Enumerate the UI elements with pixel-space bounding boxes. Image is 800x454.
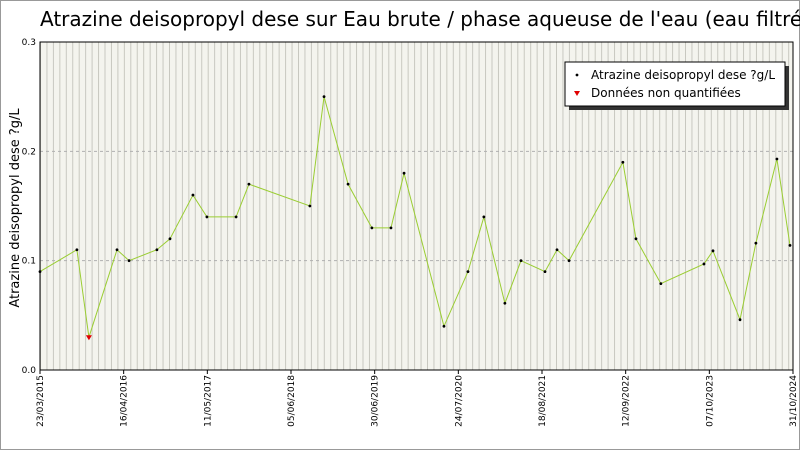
point [543,270,547,273]
x-tick-label: 05/06/2018 [287,375,297,427]
y-axis-label: Atrazine deisopropyl dese ?g/L [8,108,23,308]
x-tick-label: 30/06/2019 [371,375,381,427]
x-tick-label: 18/08/2021 [538,375,548,427]
point [308,204,312,208]
point [634,237,638,241]
point [738,318,742,322]
point [711,249,715,253]
point [115,248,119,252]
point [503,301,507,305]
point [205,215,209,219]
point [466,270,470,273]
point [482,215,486,219]
legend-marker [575,73,579,77]
point [75,248,79,252]
point [754,241,758,245]
x-tick-label: 16/04/2016 [120,375,130,427]
x-tick-label: 23/03/2015 [36,375,46,427]
y-tick-label: 0.1 [22,257,36,267]
point [519,259,523,263]
point [775,157,779,161]
point [127,259,131,263]
point [389,226,393,230]
axis-frame [39,41,794,371]
x-tick-label: 07/10/2023 [705,375,715,427]
point [567,259,571,263]
chart-title: Atrazine deisopropyl dese sur Eau brute … [40,7,800,31]
y-tick-label: 0.0 [22,366,37,376]
y-tick-label: 0.2 [22,147,36,157]
point [191,193,195,197]
legend-label: Données non quantifiées [591,86,741,100]
y-tick-label: 0.3 [22,38,36,48]
legend-box [564,61,786,107]
point [621,160,625,164]
point [322,95,326,99]
point [555,248,559,252]
point-non-quantified [85,335,92,341]
point [155,248,159,252]
point [346,182,350,186]
point [168,237,172,241]
plot: 0.0 0.1 0.2 0.3 23/03/2015 16/04/2016 11/05/20… [22,38,799,427]
point [442,324,446,328]
point [702,262,706,266]
x-tick-label: 31/10/2024 [789,375,799,427]
point [247,182,251,186]
series-line [39,96,791,338]
point [788,243,792,247]
point [402,171,406,175]
point [38,270,42,273]
x-tick-label: 11/05/2017 [203,375,213,427]
x-tick-label: 12/09/2022 [622,375,632,427]
legend-label: Atrazine deisopropyl dese ?g/L [591,68,775,82]
x-tick-label: 24/07/2020 [454,375,464,427]
point [234,215,238,219]
legend-marker [574,91,580,96]
point [659,282,663,286]
point [370,226,374,230]
